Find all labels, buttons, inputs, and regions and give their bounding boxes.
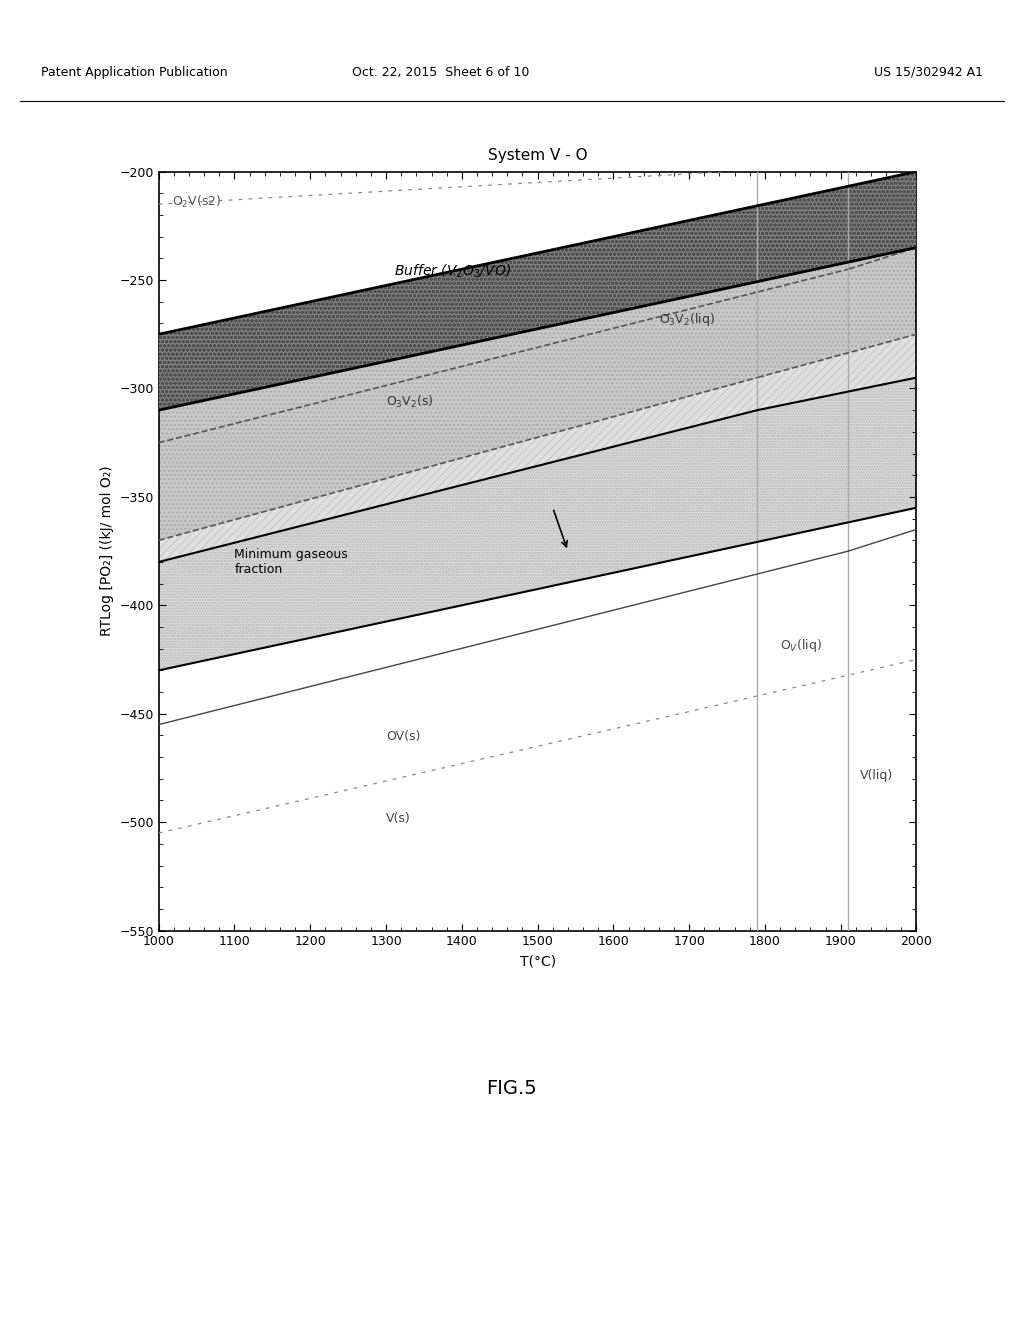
Text: FIG.5: FIG.5 <box>486 1080 538 1098</box>
Text: Buffer (V$_2$O$_3$/VO): Buffer (V$_2$O$_3$/VO) <box>393 263 511 280</box>
Text: Minimum gaseous
fraction: Minimum gaseous fraction <box>234 548 348 576</box>
Polygon shape <box>159 378 757 562</box>
Y-axis label: RTLog [PO₂] ((kJ/ mol O₂): RTLog [PO₂] ((kJ/ mol O₂) <box>99 466 114 636</box>
Text: O$_2$V(s2): O$_2$V(s2) <box>172 194 222 210</box>
Text: V(s): V(s) <box>386 812 411 825</box>
Text: O$_3$V$_2$(liq): O$_3$V$_2$(liq) <box>658 312 715 329</box>
Text: Patent Application Publication: Patent Application Publication <box>41 66 227 79</box>
Text: Oct. 22, 2015  Sheet 6 of 10: Oct. 22, 2015 Sheet 6 of 10 <box>351 66 529 79</box>
Polygon shape <box>159 248 916 671</box>
Text: O$_V$(liq): O$_V$(liq) <box>780 636 822 653</box>
Title: System V - O: System V - O <box>487 148 588 164</box>
Text: OV(s): OV(s) <box>386 730 421 743</box>
Text: O$_3$V$_2$(s): O$_3$V$_2$(s) <box>386 393 434 411</box>
Polygon shape <box>159 281 757 540</box>
Polygon shape <box>758 248 916 378</box>
Text: US 15/302942 A1: US 15/302942 A1 <box>874 66 983 79</box>
X-axis label: T(°C): T(°C) <box>519 954 556 968</box>
Polygon shape <box>159 172 916 411</box>
Text: V(liq): V(liq) <box>859 768 893 781</box>
Polygon shape <box>758 334 916 411</box>
